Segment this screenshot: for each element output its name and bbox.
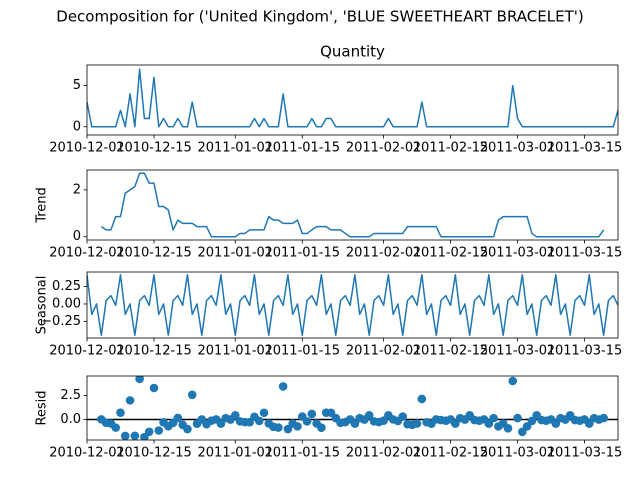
- resid-point: [125, 396, 135, 405]
- y-tick-label: 2: [73, 182, 81, 197]
- x-tick-label: 2011-03-15: [547, 141, 623, 156]
- x-tick-label: 2011-01-15: [264, 344, 340, 359]
- x-tick-label: 2011-03-01: [480, 246, 556, 261]
- x-tick-label: 2011-01-01: [198, 446, 274, 461]
- x-tick-label: 2011-03-01: [480, 141, 556, 156]
- x-tick-label: 2011-02-15: [413, 344, 489, 359]
- resid-point: [187, 390, 197, 400]
- y-axis-label: Resid: [35, 390, 50, 425]
- y-axis-label: Trend: [35, 187, 50, 224]
- resid-point: [111, 423, 121, 432]
- resid-point: [412, 419, 422, 428]
- resid-point: [317, 423, 326, 433]
- x-tick-label: 2011-02-01: [346, 246, 422, 261]
- axes-frame: [86, 169, 619, 241]
- resid-point: [120, 431, 130, 440]
- y-tick-label: 0.00: [52, 296, 81, 311]
- x-tick-label: 2011-03-01: [480, 446, 556, 461]
- resid-point: [154, 426, 164, 435]
- resid-point: [144, 427, 154, 437]
- resid-point: [527, 416, 537, 426]
- resid-point: [254, 416, 264, 426]
- series-line: [87, 68, 618, 128]
- axes-frame: [86, 64, 619, 136]
- y-tick-label: 0: [73, 229, 81, 244]
- resid-point: [508, 376, 518, 386]
- resid-point: [293, 422, 302, 431]
- x-tick-label: 2011-03-01: [480, 344, 556, 359]
- x-tick-label: 2011-02-15: [413, 246, 489, 261]
- x-tick-label: 2011-03-15: [547, 246, 623, 261]
- resid-point: [599, 413, 608, 423]
- x-tick-label: 2011-01-01: [198, 141, 274, 156]
- plot-area: [100, 172, 605, 238]
- plot-area: [87, 376, 618, 440]
- resid-point: [364, 410, 374, 420]
- x-tick-label: 2011-03-15: [547, 344, 623, 359]
- x-tick-label: 2011-01-01: [198, 344, 274, 359]
- y-tick-label: 0: [73, 119, 81, 134]
- resid-point: [183, 424, 192, 434]
- x-tick-label: 2010-12-01: [49, 344, 125, 359]
- x-tick-label: 2010-12-15: [116, 141, 192, 156]
- x-tick-label: 2011-01-15: [264, 141, 340, 156]
- x-tick-label: 2010-12-01: [49, 246, 125, 261]
- x-tick-label: 2011-03-15: [547, 446, 623, 461]
- resid-point: [398, 412, 408, 421]
- x-tick-label: 2010-12-01: [49, 446, 125, 461]
- resid-point: [135, 376, 144, 384]
- x-tick-label: 2011-01-01: [198, 246, 274, 261]
- figure-title: Decomposition for ('United Kingdom', 'BL…: [56, 8, 583, 26]
- resid-point: [513, 413, 522, 423]
- resid-point: [274, 423, 283, 432]
- resid-point: [259, 408, 269, 418]
- resid-point: [173, 413, 183, 423]
- resid-point: [489, 413, 498, 423]
- y-tick-label: 2.5: [60, 388, 81, 403]
- resid-point: [278, 382, 288, 391]
- x-tick-label: 2010-12-15: [116, 446, 192, 461]
- x-tick-label: 2010-12-15: [116, 246, 192, 261]
- resid-point: [417, 394, 427, 404]
- x-tick-label: 2011-02-15: [413, 446, 489, 461]
- x-tick-label: 2011-02-01: [346, 141, 422, 156]
- plot-area: [87, 274, 618, 336]
- axes-frame: [86, 271, 619, 339]
- resid-point: [130, 431, 140, 440]
- y-tick-label: 0.25: [52, 279, 81, 294]
- resid-point: [116, 408, 125, 417]
- y-tick-label: 0.0: [60, 412, 81, 427]
- resid-point: [230, 410, 240, 420]
- series-line: [100, 172, 605, 238]
- x-tick-label: 2011-02-01: [346, 344, 422, 359]
- x-tick-label: 2011-02-15: [413, 141, 489, 156]
- x-tick-label: 2011-01-15: [264, 246, 340, 261]
- resid-point: [302, 417, 312, 426]
- x-tick-label: 2011-01-15: [264, 446, 340, 461]
- x-tick-label: 2010-12-01: [49, 141, 125, 156]
- axes-frame: [86, 375, 619, 441]
- plot-area: [87, 68, 618, 128]
- resid-point: [503, 423, 513, 433]
- resid-point: [307, 409, 317, 419]
- x-tick-label: 2011-02-01: [346, 446, 422, 461]
- panel-title: Quantity: [320, 43, 385, 61]
- resid-point: [149, 383, 159, 393]
- y-tick-label: 5: [73, 78, 81, 93]
- x-tick-label: 2010-12-15: [116, 344, 192, 359]
- y-axis-label: Seasonal: [35, 276, 50, 335]
- series-line: [87, 274, 618, 336]
- y-tick-label: −0.25: [41, 314, 81, 329]
